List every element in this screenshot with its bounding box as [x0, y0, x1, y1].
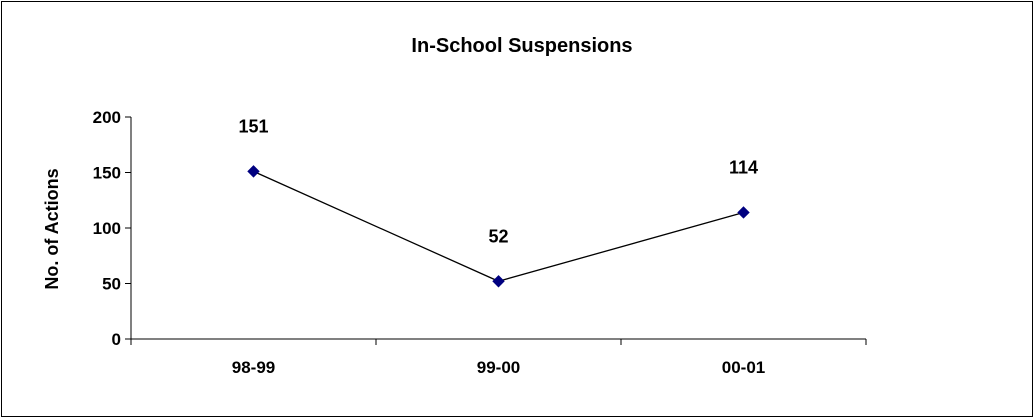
- y-tick-label: 150: [93, 164, 121, 183]
- data-label: 151: [238, 116, 268, 136]
- y-tick-label: 50: [102, 275, 121, 294]
- data-point-marker: [247, 165, 260, 178]
- chart-title: In-School Suspensions: [411, 35, 632, 57]
- data-point-marker: [737, 206, 750, 219]
- y-tick-label: 100: [93, 219, 121, 238]
- x-tick-label: 99-00: [477, 358, 520, 377]
- x-tick-label: 00-01: [722, 358, 765, 377]
- data-label: 52: [488, 226, 508, 246]
- y-axis-label: No. of Actions: [42, 168, 62, 289]
- y-tick-label: 0: [112, 330, 121, 349]
- data-point-marker: [492, 275, 505, 288]
- y-tick-label: 200: [93, 108, 121, 127]
- data-label: 114: [729, 157, 758, 177]
- x-tick-label: 98-99: [232, 358, 275, 377]
